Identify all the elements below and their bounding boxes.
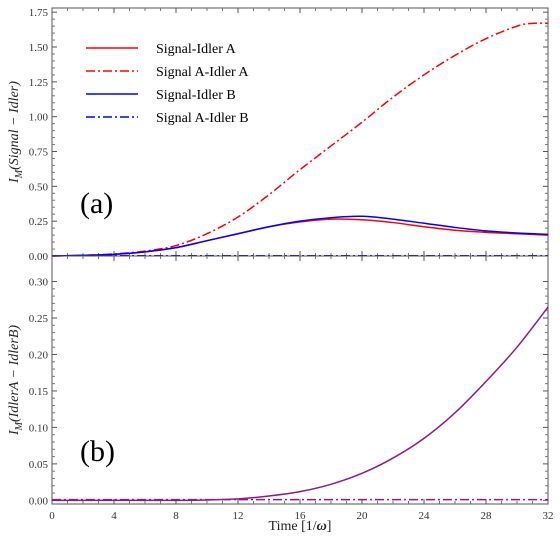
x-tick-label: 8 bbox=[173, 510, 179, 522]
legend-label: Signal A-Idler B bbox=[156, 111, 249, 126]
legend-label: Signal A-Idler A bbox=[156, 65, 249, 80]
series-line-b-0 bbox=[52, 306, 549, 502]
panel-a-ylabel: IM(Signal − Idler) bbox=[7, 81, 25, 184]
x-tick-label: 20 bbox=[357, 510, 369, 522]
y-tick-label: 0.00 bbox=[29, 495, 49, 507]
legend-label: Signal-Idler A bbox=[156, 42, 237, 57]
legend: Signal-Idler A Signal A-Idler A Signal-Idl… bbox=[86, 42, 249, 126]
panel-b-ticks: 0 4 8 12 16 20 24 28 32 0.00 0.05 0.10 0.15 0.20 0.25 0… bbox=[29, 256, 554, 522]
panel-a-frame bbox=[51, 7, 549, 257]
y-tick-label: 1.75 bbox=[29, 7, 49, 19]
y-tick-label: 1.00 bbox=[29, 112, 49, 124]
y-tick-label: 1.50 bbox=[29, 42, 49, 54]
y-tick-label: 0.05 bbox=[29, 459, 49, 471]
panel-a-ticks: 0.00 0.25 0.50 0.75 1.00 1.25 1.50 1.75 bbox=[29, 7, 549, 263]
series-line-a-0 bbox=[51, 218, 549, 257]
panel-a-label: (a) bbox=[80, 187, 113, 220]
panel-a-lines bbox=[51, 22, 549, 257]
x-tick-label: 28 bbox=[481, 510, 493, 522]
y-tick-label: 0.10 bbox=[29, 422, 49, 434]
x-tick-label: 4 bbox=[111, 510, 117, 522]
y-tick-label: 0.30 bbox=[29, 277, 49, 289]
y-tick-label: 0.50 bbox=[29, 181, 49, 193]
series-line-a-2 bbox=[51, 215, 549, 257]
y-tick-label: 0.75 bbox=[29, 147, 49, 159]
x-tick-label: 24 bbox=[419, 510, 431, 522]
panel-b-label: (b) bbox=[80, 435, 115, 468]
panel-b-frame bbox=[51, 255, 549, 505]
x-tick-label: 0 bbox=[49, 510, 55, 522]
panel-b: 0 4 8 12 16 20 24 28 32 0.00 0.05 0.10 0.15 0.20 0.25 0… bbox=[7, 255, 554, 522]
legend-label: Signal-Idler B bbox=[156, 88, 236, 103]
panel-b-ylabel: IM(IdlerA − IdlerB) bbox=[7, 325, 25, 436]
x-axis-title: Time [1/ω] bbox=[269, 519, 332, 534]
y-tick-label: 0.25 bbox=[29, 313, 49, 325]
x-tick-label: 16 bbox=[295, 510, 307, 522]
x-tick-label: 12 bbox=[233, 510, 244, 522]
y-tick-label: 1.25 bbox=[29, 77, 49, 89]
y-tick-label: 0.00 bbox=[29, 251, 49, 263]
panel-a: 0.00 0.25 0.50 0.75 1.00 1.25 1.50 1.75 (a) IM(… bbox=[7, 7, 549, 263]
y-tick-label: 0.15 bbox=[29, 386, 49, 398]
y-tick-label: 0.25 bbox=[29, 216, 49, 228]
y-tick-label: 0.20 bbox=[29, 349, 49, 361]
panel-b-lines bbox=[52, 306, 549, 502]
x-tick-label: 32 bbox=[543, 510, 554, 522]
